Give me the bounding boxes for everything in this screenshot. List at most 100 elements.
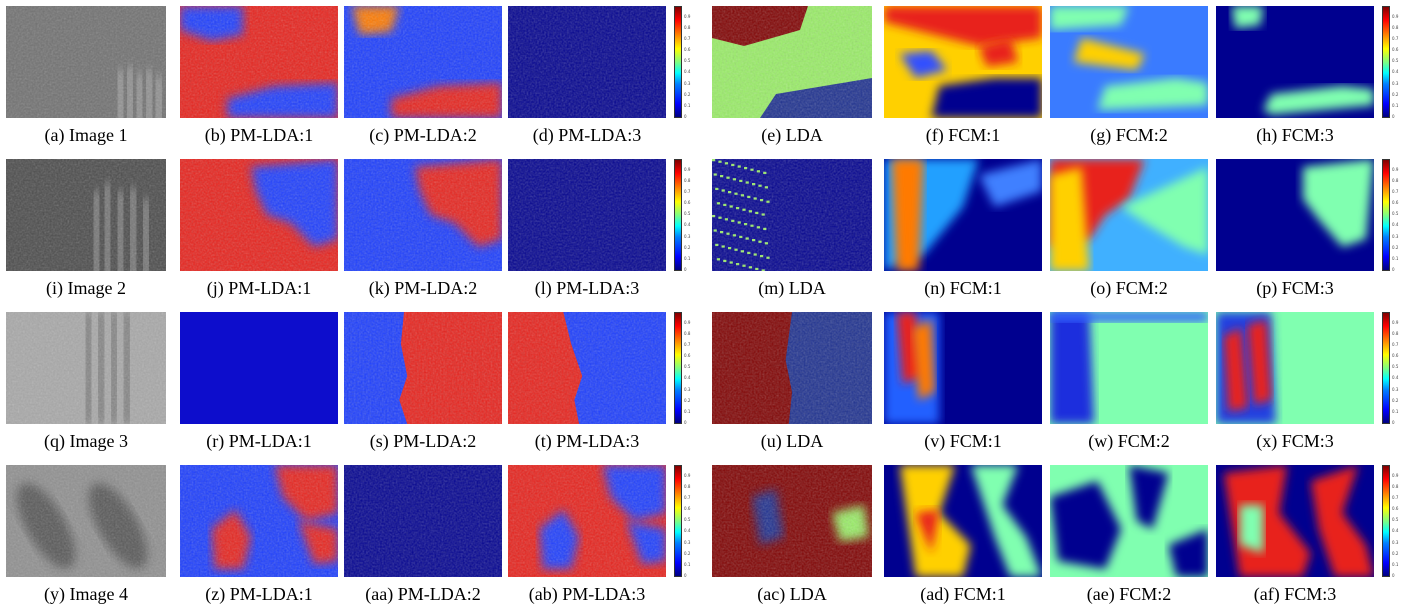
colorbar-tick-label: 0.4 bbox=[1392, 69, 1399, 75]
figure-panel: (i) Image 2 bbox=[6, 159, 166, 301]
colorbar-tick-label: 0.1 bbox=[684, 561, 691, 567]
colorbar-tick-label: 0.2 bbox=[1392, 244, 1399, 250]
figure-panel: (q) Image 3 bbox=[6, 312, 166, 454]
colorbar-tick-label: 0.5 bbox=[1392, 364, 1399, 370]
figure-panel: (ad) FCM:1 bbox=[884, 465, 1042, 607]
panel-caption: (e) LDA bbox=[761, 125, 823, 145]
colorbar-tick-label: 0.1 bbox=[1392, 408, 1399, 414]
colorbar-tick-label: 0 bbox=[684, 420, 687, 425]
figure-panel: (c) PM-LDA:2 bbox=[344, 6, 502, 148]
input-image bbox=[6, 312, 166, 424]
figure-panel: (y) Image 4 bbox=[6, 465, 166, 607]
colorbar-tick-label: 0.9 bbox=[1392, 166, 1399, 172]
colorbar-tick-label: 0.4 bbox=[1392, 528, 1399, 534]
colorbar-gradient bbox=[674, 6, 682, 118]
colorbar-tick-label: 0.7 bbox=[684, 494, 691, 500]
figure-panel: (r) PM-LDA:1 bbox=[180, 312, 338, 454]
figure-panel: (b) PM-LDA:1 bbox=[180, 6, 338, 148]
panel-caption: (af) FCM:3 bbox=[1253, 584, 1337, 604]
colorbar-tick-label: 0.2 bbox=[684, 397, 691, 403]
figure-panel: (f) FCM:1 bbox=[884, 6, 1042, 148]
colorbar: 0 0.1 0.2 0.3 0.4 0.5 0.6 0.7 0.8 0.9 bbox=[1382, 159, 1398, 272]
colorbar-tick-label: 0.4 bbox=[1392, 375, 1399, 381]
figure-panel: (m) LDA bbox=[712, 159, 872, 301]
colorbar-tick-label: 0 bbox=[684, 573, 687, 578]
result-map bbox=[884, 6, 1042, 118]
colorbar-tick-label: 0.8 bbox=[1392, 330, 1399, 336]
colorbar-tick-label: 0.8 bbox=[1392, 483, 1399, 489]
figure-panel: (u) LDA bbox=[712, 312, 872, 454]
colorbar-tick-label: 0.6 bbox=[684, 506, 691, 512]
colorbar-tick-label: 0.1 bbox=[1392, 102, 1399, 108]
figure-panel: (x) FCM:3 bbox=[1216, 312, 1374, 454]
colorbar-tick-label: 0 bbox=[684, 267, 687, 272]
colorbar-tick-label: 0 bbox=[1392, 573, 1395, 578]
colorbar-tick-label: 0.8 bbox=[684, 483, 691, 489]
colorbar-tick-label: 0.2 bbox=[1392, 91, 1399, 97]
colorbar-tick-label: 0.2 bbox=[684, 91, 691, 97]
colorbar-tick-label: 0.2 bbox=[1392, 397, 1399, 403]
colorbar-tick-label: 0.7 bbox=[684, 188, 691, 194]
panel-caption: (q) Image 3 bbox=[44, 431, 128, 451]
result-map bbox=[1216, 312, 1374, 424]
panel-caption: (ae) FCM:2 bbox=[1086, 584, 1172, 604]
colorbar-tick-label: 0.7 bbox=[1392, 494, 1399, 500]
figure-panel: (j) PM-LDA:1 bbox=[180, 159, 338, 301]
colorbar-tick-label: 0.8 bbox=[684, 330, 691, 336]
panel-caption: (i) Image 2 bbox=[46, 278, 126, 298]
result-map bbox=[180, 159, 338, 271]
panel-caption: (n) FCM:1 bbox=[924, 278, 1002, 298]
result-map bbox=[884, 465, 1042, 577]
figure-panel: (l) PM-LDA:3 bbox=[508, 159, 666, 301]
figure-panel: (d) PM-LDA:3 bbox=[508, 6, 666, 148]
panel-caption: (k) PM-LDA:2 bbox=[368, 278, 478, 298]
colorbar-tick-label: 0.4 bbox=[684, 222, 691, 228]
colorbar-tick-label: 0.6 bbox=[1392, 200, 1399, 206]
figure-panel: (ae) FCM:2 bbox=[1050, 465, 1208, 607]
figure-panel: (o) FCM:2 bbox=[1050, 159, 1208, 301]
result-map bbox=[1050, 6, 1208, 118]
figure-panel: (k) PM-LDA:2 bbox=[344, 159, 502, 301]
colorbar-tick-label: 0.1 bbox=[1392, 561, 1399, 567]
result-map bbox=[1050, 312, 1208, 424]
colorbar: 0 0.1 0.2 0.3 0.4 0.5 0.6 0.7 0.8 0.9 bbox=[674, 465, 690, 578]
colorbar-tick-label: 0.2 bbox=[1392, 550, 1399, 556]
figure-panel: (h) FCM:3 bbox=[1216, 6, 1374, 148]
colorbar-gradient bbox=[1382, 6, 1390, 118]
result-map bbox=[344, 159, 502, 271]
colorbar-tick-label: 0.3 bbox=[684, 386, 691, 392]
figure-panel: (t) PM-LDA:3 bbox=[508, 312, 666, 454]
panel-caption: (f) FCM:1 bbox=[925, 125, 1001, 145]
panel-caption: (a) Image 1 bbox=[44, 125, 128, 145]
colorbar: 0 0.1 0.2 0.3 0.4 0.5 0.6 0.7 0.8 0.9 bbox=[1382, 312, 1398, 425]
colorbar-tick-label: 0.1 bbox=[684, 102, 691, 108]
colorbar-tick-label: 0.5 bbox=[684, 58, 691, 64]
result-map bbox=[712, 465, 872, 577]
colorbar-tick-label: 0.6 bbox=[1392, 353, 1399, 359]
colorbar-tick-label: 0.8 bbox=[684, 24, 691, 30]
panel-caption: (z) PM-LDA:1 bbox=[205, 584, 313, 604]
colorbar-tick-label: 0.4 bbox=[684, 528, 691, 534]
colorbar-tick-label: 0.9 bbox=[684, 472, 691, 478]
panel-caption: (g) FCM:2 bbox=[1090, 125, 1168, 145]
result-map bbox=[884, 159, 1042, 271]
colorbar-tick-label: 0.7 bbox=[1392, 35, 1399, 41]
panel-caption: (aa) PM-LDA:2 bbox=[365, 584, 481, 604]
colorbar-tick-label: 0.6 bbox=[684, 200, 691, 206]
colorbar-tick-label: 0.6 bbox=[1392, 506, 1399, 512]
panel-caption: (ad) FCM:1 bbox=[920, 584, 1006, 604]
colorbar-tick-label: 0 bbox=[684, 114, 687, 119]
result-map bbox=[1216, 6, 1374, 118]
result-map bbox=[712, 312, 872, 424]
colorbar-tick-label: 0.4 bbox=[684, 375, 691, 381]
panel-caption: (y) Image 4 bbox=[44, 584, 128, 604]
result-map bbox=[344, 465, 502, 577]
colorbar-tick-label: 0.9 bbox=[684, 166, 691, 172]
colorbar: 0 0.1 0.2 0.3 0.4 0.5 0.6 0.7 0.8 0.9 bbox=[674, 159, 690, 272]
colorbar-tick-label: 0.5 bbox=[1392, 58, 1399, 64]
result-map bbox=[508, 312, 666, 424]
result-map bbox=[344, 312, 502, 424]
panel-caption: (l) PM-LDA:3 bbox=[534, 278, 640, 298]
figure-panel: (a) Image 1 bbox=[6, 6, 166, 148]
result-map bbox=[508, 6, 666, 118]
